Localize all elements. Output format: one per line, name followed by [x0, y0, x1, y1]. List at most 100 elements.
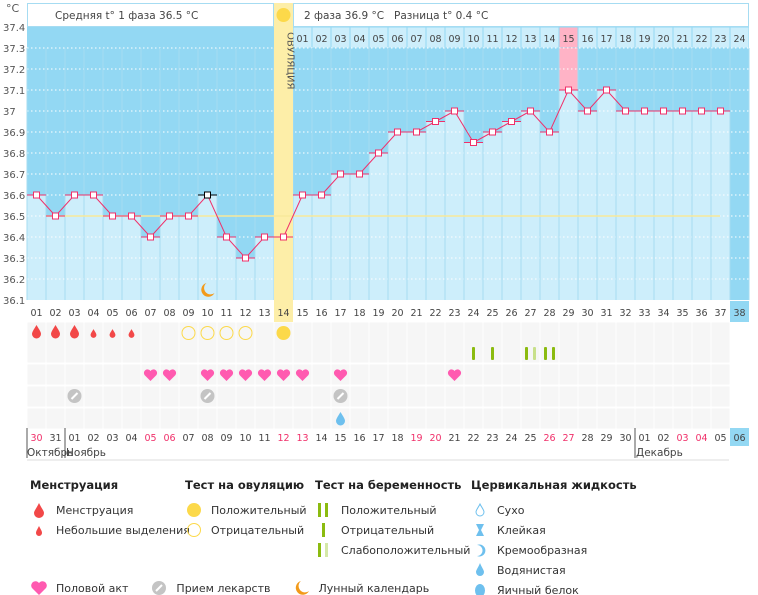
event-cell: [255, 408, 274, 429]
event-cell: [540, 322, 559, 343]
ovulation-column: [274, 3, 293, 322]
event-cell: [407, 386, 426, 407]
temperature-column: [255, 237, 274, 300]
cycle-day-label: 32: [619, 308, 631, 319]
temperature-column: [141, 237, 160, 300]
calendar-date-label: 10: [239, 433, 251, 444]
event-cell: [464, 386, 483, 407]
event-cell: [369, 364, 388, 385]
phase2-day-cell: [673, 27, 692, 48]
calendar-date-label: 30: [30, 433, 42, 444]
event-cell: [103, 386, 122, 407]
event-cell: [521, 386, 540, 407]
event-cell: [711, 342, 730, 363]
event-cell: [407, 364, 426, 385]
event-cell: [293, 322, 312, 343]
event-cell: [654, 342, 673, 363]
calendar-date-label: 05: [714, 433, 726, 444]
cycle-day-label: 21: [410, 308, 422, 319]
event-cell: [65, 342, 84, 363]
event-cell: [274, 342, 293, 363]
cycle-day-label: 20: [391, 308, 403, 319]
event-cell: [141, 386, 160, 407]
moon-icon: [201, 283, 215, 297]
event-cell: [616, 342, 635, 363]
ovulation-negative-icon: [238, 326, 253, 340]
event-cell: [369, 386, 388, 407]
temperature-point: [185, 212, 192, 220]
ovulation-positive-icon: [276, 326, 291, 340]
event-cell: [388, 342, 407, 363]
legend-pregnancy-test: Тест на беременность Положительный Отриц…: [315, 478, 470, 560]
temperature-column: [597, 90, 616, 300]
temperature-point: [318, 191, 325, 199]
phase2-day-label: 15: [562, 34, 574, 45]
calendar-date-label: 27: [562, 433, 574, 444]
event-cell: [673, 322, 692, 343]
phase2-day-label: 18: [619, 34, 631, 45]
phase2-day-cell: [654, 27, 673, 48]
temperature-point: [394, 128, 401, 136]
event-cell: [616, 364, 635, 385]
phase2-day-cell: [578, 27, 597, 48]
temperature-column: [369, 153, 388, 300]
temperature-point: [52, 212, 59, 220]
calendar-date-label: 12: [277, 433, 289, 444]
event-cell: [540, 386, 559, 407]
event-cell: [445, 408, 464, 429]
calendar-date-label: 29: [600, 433, 612, 444]
cycle-day-label: 23: [448, 308, 460, 319]
event-cell: [597, 386, 616, 407]
y-tick-label: 37.1: [3, 86, 25, 97]
event-cell: [217, 342, 236, 363]
event-cell: [483, 322, 502, 343]
cycle-day-label: 11: [220, 308, 232, 319]
event-cell: [692, 386, 711, 407]
heart-icon: [143, 369, 158, 381]
event-cell: [103, 408, 122, 429]
pregnancy-positive-icon: [552, 347, 555, 360]
event-cell: [236, 342, 255, 363]
event-cell: [464, 408, 483, 429]
temperature-point: [166, 212, 173, 220]
cycle-day-label: 37: [714, 308, 726, 319]
legend-item: Половой акт: [56, 581, 129, 595]
calendar-date-label: 05: [144, 433, 156, 444]
calendar-date-label: 02: [657, 433, 669, 444]
y-tick-label: 36.3: [3, 254, 25, 265]
event-cell: [312, 364, 331, 385]
event-cell: [616, 386, 635, 407]
current-date-cell: [730, 428, 749, 446]
y-tick-label: 36.5: [3, 212, 25, 223]
month-label: Ноябрь: [66, 447, 106, 459]
ovulation-negative-icon: [200, 326, 215, 340]
temperature-point: [546, 128, 553, 136]
event-cell: [502, 386, 521, 407]
cycle-day-label: 05: [106, 308, 118, 319]
ovulation-label: ОВУЛЯЦИЯ: [285, 32, 296, 90]
event-cell: [122, 408, 141, 429]
event-cell: [103, 342, 122, 363]
event-cell: [578, 408, 597, 429]
calendar-date-label: 03: [676, 433, 688, 444]
heart-icon: [276, 369, 291, 381]
phase2-day-label: 23: [714, 34, 726, 45]
event-cell: [616, 322, 635, 343]
temperature-point: [489, 128, 496, 136]
y-tick-label: 36.1: [3, 296, 25, 307]
calendar-date-label: 15: [334, 433, 346, 444]
event-cell: [198, 342, 217, 363]
event-cell: [160, 322, 179, 343]
temperature-point: [109, 212, 116, 220]
event-cell: [369, 408, 388, 429]
temperature-column: [464, 142, 483, 300]
calendar-date-label: 28: [581, 433, 593, 444]
legend-item: Положительный: [341, 503, 437, 517]
event-cell: [331, 342, 350, 363]
phase2-day-cell: [445, 27, 464, 48]
phase2-day-label: 22: [695, 34, 707, 45]
heart-icon: [200, 369, 215, 381]
phase2-day-label: 17: [600, 34, 612, 45]
month-label: Декабрь: [636, 447, 683, 459]
heart-icon: [162, 369, 177, 381]
